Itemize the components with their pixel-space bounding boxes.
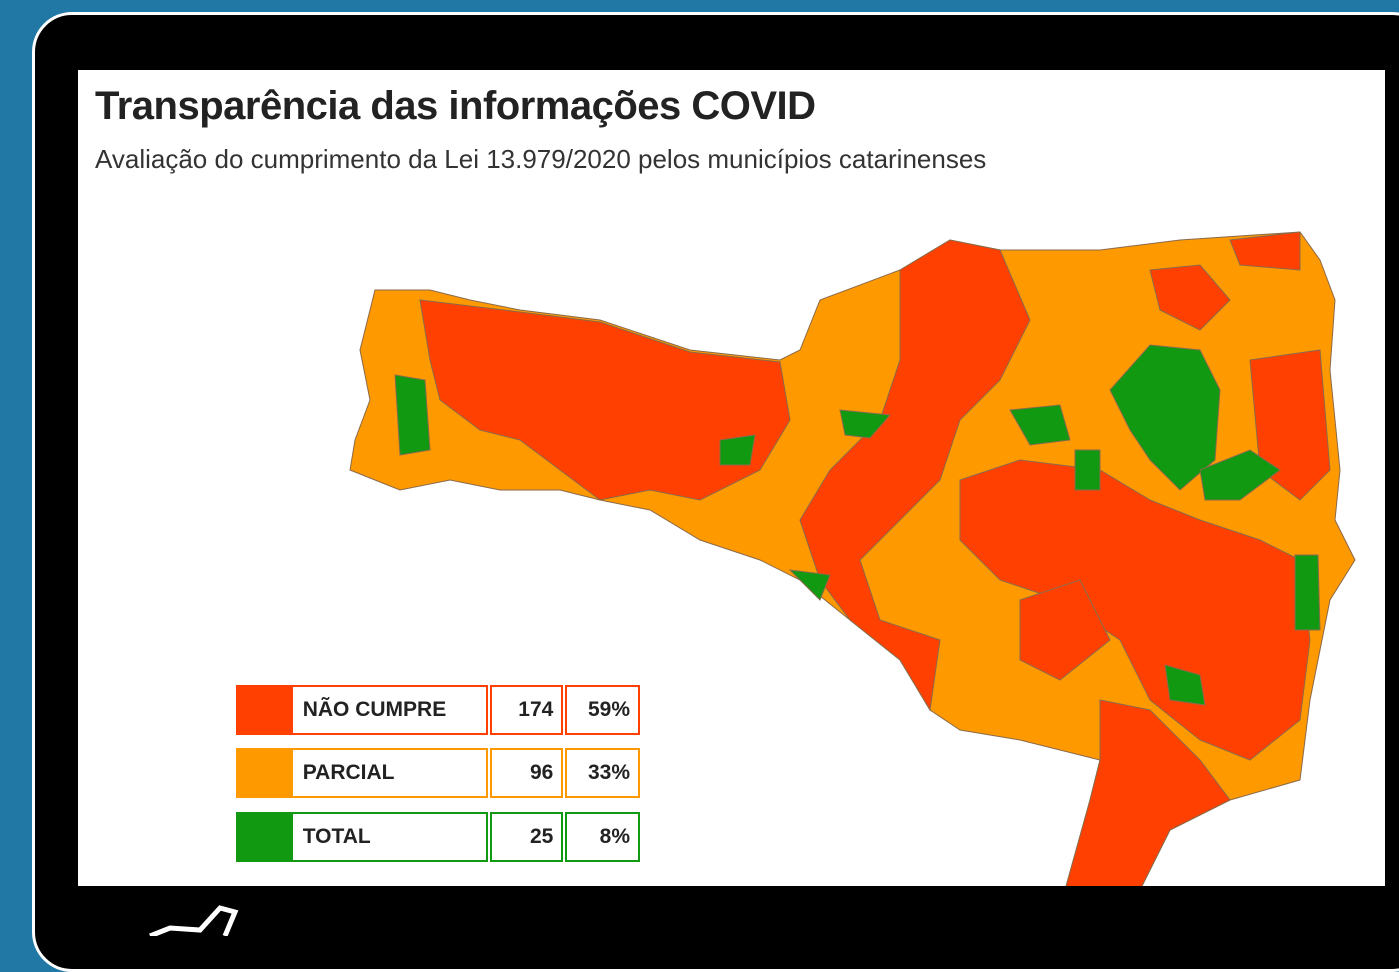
title: Transparência das informações COVID bbox=[95, 84, 816, 129]
page: {"header":{"title":"Transparência das in… bbox=[0, 0, 1399, 936]
legend-percent: 33% bbox=[565, 748, 640, 798]
legend-count: 96 bbox=[490, 748, 564, 798]
legend-label: TOTAL bbox=[291, 812, 488, 862]
region bbox=[1295, 555, 1320, 630]
legend-percent: 59% bbox=[565, 685, 640, 735]
region bbox=[1075, 450, 1100, 490]
legend-swatch bbox=[236, 685, 291, 735]
region bbox=[395, 375, 430, 455]
legend-row: NÃO CUMPRE 174 59% bbox=[236, 685, 640, 735]
legend-row: PARCIAL 96 33% bbox=[236, 748, 640, 798]
legend-count: 174 bbox=[490, 685, 564, 735]
legend-label: NÃO CUMPRE bbox=[291, 685, 488, 735]
region bbox=[720, 435, 755, 465]
legend-swatch bbox=[236, 748, 291, 798]
subtitle: Avaliação do cumprimento da Lei 13.979/2… bbox=[95, 144, 986, 175]
hand-icon bbox=[140, 900, 250, 936]
legend-swatch bbox=[236, 812, 291, 862]
legend-count: 25 bbox=[490, 812, 564, 862]
legend-label: PARCIAL bbox=[291, 748, 488, 798]
legend-row: TOTAL 25 8% bbox=[236, 812, 640, 862]
legend-percent: 8% bbox=[565, 812, 640, 862]
map-panel: Transparência das informações COVID Aval… bbox=[78, 70, 1385, 886]
